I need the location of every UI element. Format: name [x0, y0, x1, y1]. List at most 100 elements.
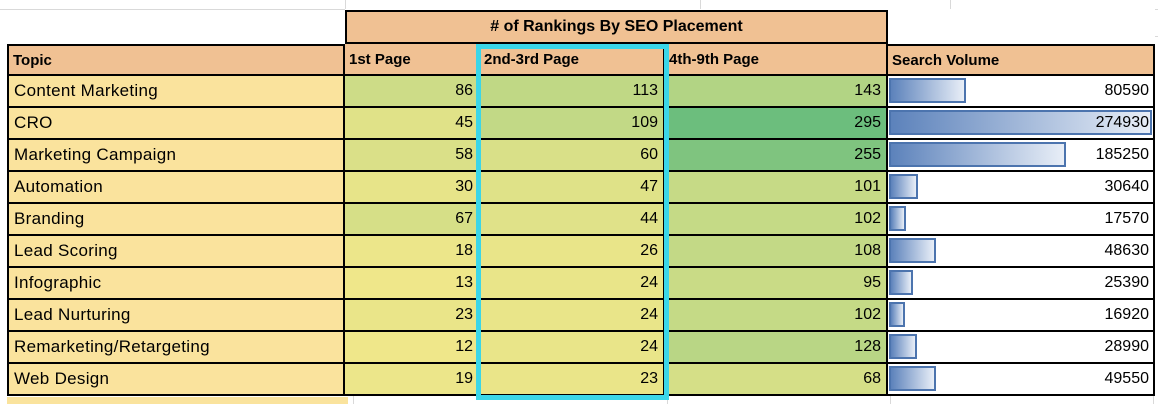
search-volume-cell[interactable]: 30640 — [888, 172, 1155, 204]
rank-cell-1st-page[interactable]: 13 — [345, 268, 480, 300]
search-volume-cell[interactable]: 185250 — [888, 140, 1155, 172]
rank-cell-2nd-3rd-page[interactable]: 26 — [480, 236, 665, 268]
table-row: CRO 45 109 295 274930 — [7, 108, 1155, 140]
rank-cell-2nd-3rd-page[interactable]: 113 — [480, 76, 665, 108]
header-4th-9th-page[interactable]: 4th-9th Page — [665, 44, 888, 76]
gridline — [1155, 9, 1158, 10]
title-row: # of Rankings By SEO Placement — [7, 10, 888, 44]
topic-cell[interactable]: Lead Scoring — [7, 236, 345, 268]
search-volume-cell[interactable]: 17570 — [888, 204, 1155, 236]
rank-cell-4th-9th-page[interactable]: 128 — [665, 332, 888, 364]
search-volume-cell[interactable]: 16920 — [888, 300, 1155, 332]
rank-cell-1st-page[interactable]: 12 — [345, 332, 480, 364]
topic-cell[interactable]: Content Marketing — [7, 76, 345, 108]
header-search-volume[interactable]: Search Volume — [888, 44, 1155, 76]
table-row: Marketing Campaign 58 60 255 185250 — [7, 140, 1155, 172]
search-volume-data-bar — [889, 206, 906, 231]
header-1st-page[interactable]: 1st Page — [345, 44, 480, 76]
rank-cell-4th-9th-page[interactable]: 101 — [665, 172, 888, 204]
rank-cell-2nd-3rd-page[interactable]: 24 — [480, 268, 665, 300]
search-volume-data-bar — [889, 174, 918, 199]
search-volume-value: 30640 — [1104, 178, 1150, 195]
rank-cell-2nd-3rd-page[interactable]: 109 — [480, 108, 665, 140]
search-volume-data-bar — [889, 270, 913, 295]
search-volume-value: 25390 — [1104, 274, 1150, 291]
table-row: Automation 30 47 101 30640 — [7, 172, 1155, 204]
rank-cell-2nd-3rd-page[interactable]: 24 — [480, 300, 665, 332]
search-volume-cell[interactable]: 49550 — [888, 364, 1155, 396]
search-volume-value: 17570 — [1104, 210, 1150, 227]
gridline — [700, 0, 701, 9]
header-topic[interactable]: Topic — [7, 44, 345, 76]
search-volume-value: 48630 — [1104, 242, 1150, 259]
search-volume-cell[interactable]: 274930 — [888, 108, 1155, 140]
rank-cell-1st-page[interactable]: 23 — [345, 300, 480, 332]
gridline — [1153, 396, 1154, 404]
search-volume-value: 49550 — [1104, 370, 1150, 387]
search-volume-cell[interactable]: 25390 — [888, 268, 1155, 300]
rank-cell-4th-9th-page[interactable]: 255 — [665, 140, 888, 172]
rank-cell-4th-9th-page[interactable]: 95 — [665, 268, 888, 300]
rank-cell-2nd-3rd-page[interactable]: 47 — [480, 172, 665, 204]
rank-cell-4th-9th-page[interactable]: 68 — [665, 364, 888, 396]
search-volume-data-bar — [889, 366, 936, 391]
rank-cell-1st-page[interactable]: 67 — [345, 204, 480, 236]
topic-cell[interactable]: Lead Nurturing — [7, 300, 345, 332]
topic-cell[interactable]: Web Design — [7, 364, 345, 396]
table-row: Remarketing/Retargeting 12 24 128 28990 — [7, 332, 1155, 364]
gridline — [0, 9, 345, 10]
search-volume-value: 16920 — [1104, 306, 1150, 323]
topic-cell[interactable]: Infographic — [7, 268, 345, 300]
header-row: Topic 1st Page 2nd-3rd Page 4th-9th Page… — [7, 44, 1155, 76]
search-volume-data-bar — [889, 238, 936, 263]
rank-cell-4th-9th-page[interactable]: 143 — [665, 76, 888, 108]
search-volume-data-bar — [889, 302, 905, 327]
search-volume-value: 80590 — [1104, 82, 1150, 99]
table-title-cell[interactable]: # of Rankings By SEO Placement — [345, 10, 888, 44]
table-row: Web Design 19 23 68 49550 — [7, 364, 1155, 396]
gridline — [1155, 36, 1158, 37]
search-volume-value: 28990 — [1104, 338, 1150, 355]
topic-cell[interactable]: CRO — [7, 108, 345, 140]
rank-cell-1st-page[interactable]: 58 — [345, 140, 480, 172]
search-volume-data-bar — [889, 142, 1066, 167]
gridline — [950, 0, 951, 9]
rank-cell-4th-9th-page[interactable]: 102 — [665, 204, 888, 236]
rank-cell-2nd-3rd-page[interactable]: 44 — [480, 204, 665, 236]
rank-cell-4th-9th-page[interactable]: 108 — [665, 236, 888, 268]
rank-cell-1st-page[interactable]: 45 — [345, 108, 480, 140]
search-volume-value: 274930 — [1095, 114, 1149, 131]
gridline — [890, 396, 891, 404]
table-body: Content Marketing 86 113 143 80590 CRO 45 109 29… — [7, 76, 1155, 396]
table-row: Lead Scoring 18 26 108 48630 — [7, 236, 1155, 268]
rank-cell-1st-page[interactable]: 19 — [345, 364, 480, 396]
rank-cell-1st-page[interactable]: 18 — [345, 236, 480, 268]
rank-cell-1st-page[interactable]: 30 — [345, 172, 480, 204]
table-row: Infographic 13 24 95 25390 — [7, 268, 1155, 300]
gridline — [345, 0, 346, 9]
header-2nd-3rd-page[interactable]: 2nd-3rd Page — [480, 44, 665, 76]
table-row: Content Marketing 86 113 143 80590 — [7, 76, 1155, 108]
search-volume-cell[interactable]: 80590 — [888, 76, 1155, 108]
partial-next-row-cell[interactable] — [7, 397, 348, 404]
rank-cell-2nd-3rd-page[interactable]: 60 — [480, 140, 665, 172]
search-volume-cell[interactable]: 48630 — [888, 236, 1155, 268]
topic-cell[interactable]: Automation — [7, 172, 345, 204]
table-row: Branding 67 44 102 17570 — [7, 204, 1155, 236]
title-row-spacer — [7, 10, 345, 44]
search-volume-data-bar — [889, 110, 1152, 135]
search-volume-data-bar — [889, 334, 917, 359]
rank-cell-2nd-3rd-page[interactable]: 23 — [480, 364, 665, 396]
rank-cell-4th-9th-page[interactable]: 102 — [665, 300, 888, 332]
rank-cell-1st-page[interactable]: 86 — [345, 76, 480, 108]
rank-cell-2nd-3rd-page[interactable]: 24 — [480, 332, 665, 364]
search-volume-value: 185250 — [1095, 146, 1149, 163]
topic-cell[interactable]: Remarketing/Retargeting — [7, 332, 345, 364]
topic-cell[interactable]: Branding — [7, 204, 345, 236]
search-volume-cell[interactable]: 28990 — [888, 332, 1155, 364]
gridline — [353, 396, 354, 404]
rank-cell-4th-9th-page[interactable]: 295 — [665, 108, 888, 140]
topic-cell[interactable]: Marketing Campaign — [7, 140, 345, 172]
search-volume-data-bar — [889, 78, 966, 103]
